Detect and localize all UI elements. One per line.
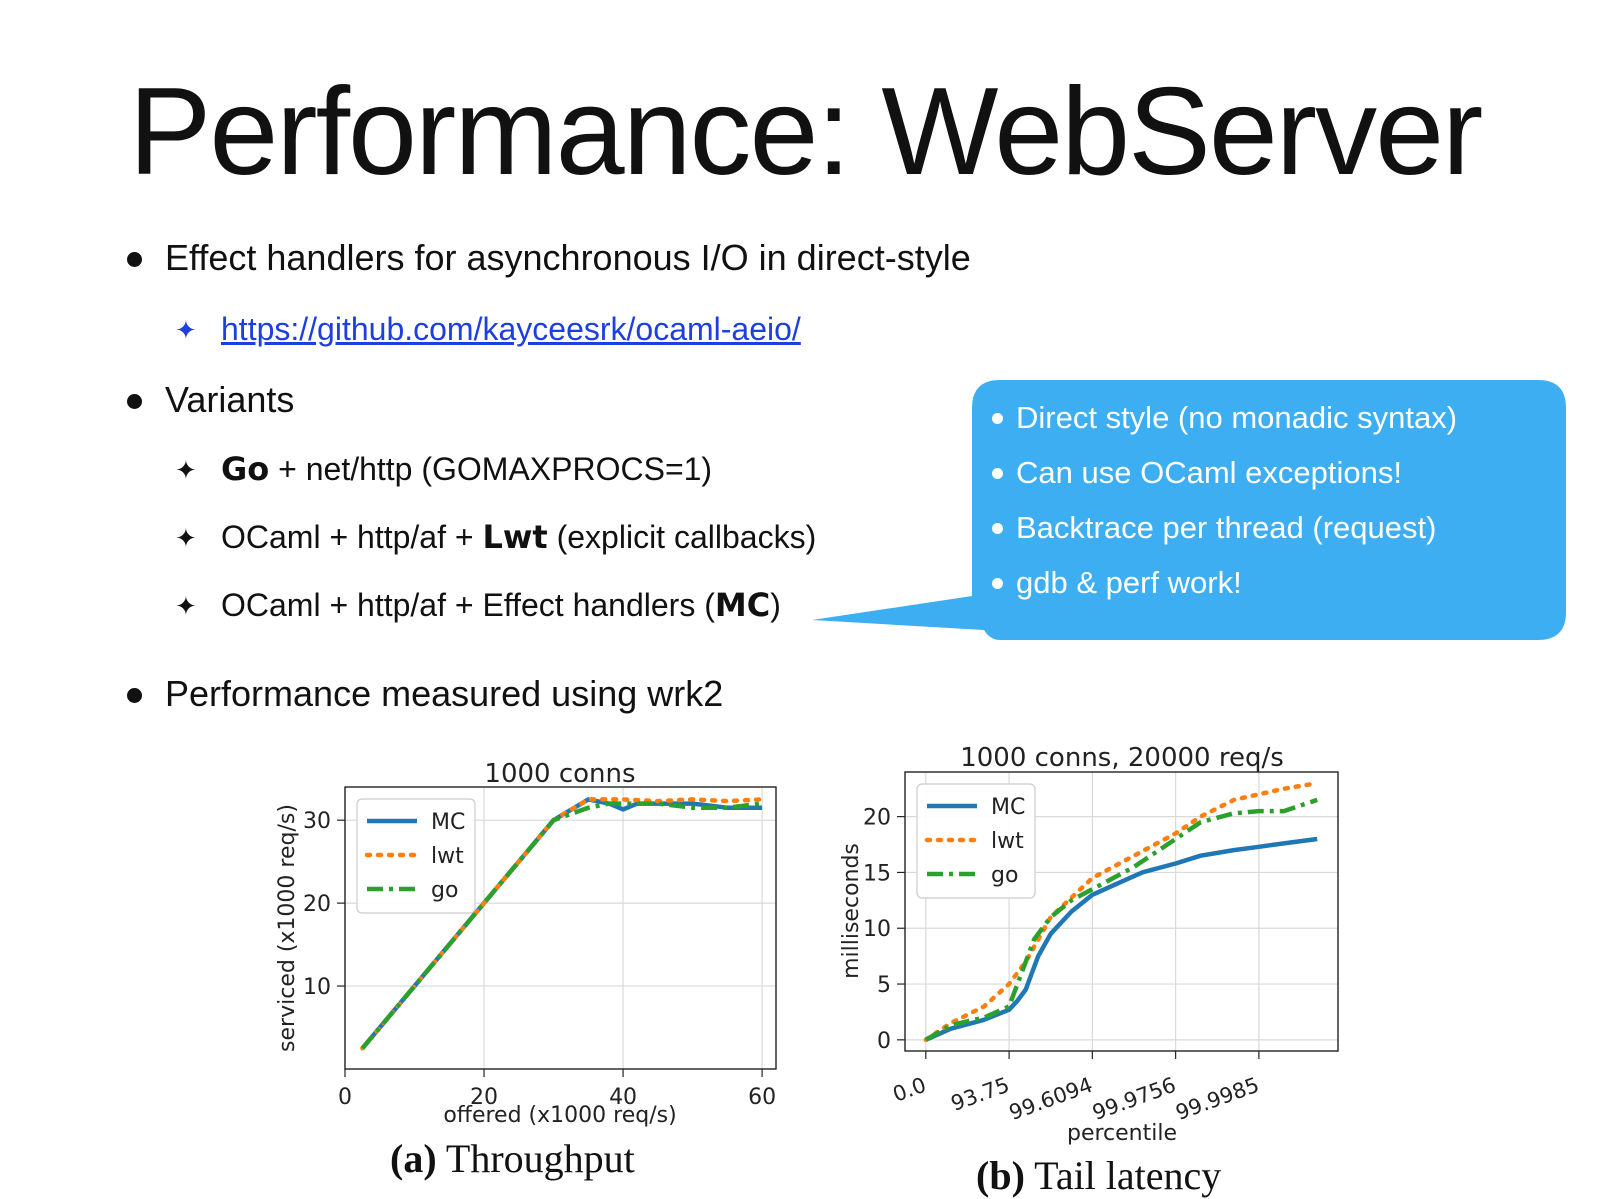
callout-item: Direct style (no monadic syntax) — [990, 402, 1457, 457]
callout-dot — [992, 578, 1003, 589]
star-bullet-icon: ✦ — [175, 591, 197, 621]
plot-frame — [344, 786, 777, 1070]
bullet-text: Variants — [165, 379, 295, 420]
caption-throughput: (a) Throughput — [390, 1135, 635, 1182]
x-tick-label: 40 — [609, 1085, 637, 1110]
repo-link[interactable]: https://github.com/kayceesrk/ocaml-aeio/ — [221, 311, 801, 347]
callout-dot — [992, 468, 1003, 479]
x-tick-label: 99.9985 — [1172, 1073, 1262, 1125]
caption-label: (a) — [390, 1136, 437, 1181]
sub-link-item: ✦ https://github.com/kayceesrk/ocaml-aei… — [175, 311, 801, 347]
callout-item-text: Can use OCaml exceptions! — [1016, 455, 1402, 490]
chart-title: 1000 conns — [484, 759, 635, 789]
bullet-dot — [127, 252, 142, 267]
bullet-variants: Variants — [127, 379, 295, 420]
bullet-wrk2: Performance measured using wrk2 — [127, 673, 724, 714]
x-axis-label: percentile — [1067, 1121, 1177, 1146]
legend-label: lwt — [431, 844, 464, 869]
bullet-text: Performance measured using wrk2 — [165, 673, 724, 714]
caption-text: Throughput — [445, 1136, 635, 1181]
star-bullet-icon: ✦ — [175, 315, 197, 345]
callout-item: Can use OCaml exceptions! — [990, 457, 1457, 512]
variant-bold: Go — [221, 450, 270, 488]
y-tick-label: 20 — [863, 806, 891, 831]
x-tick-label: 99.6094 — [1006, 1073, 1096, 1125]
bullet-dot — [127, 394, 142, 409]
callout-item: gdb & perf work! — [990, 567, 1457, 622]
callout-dot — [992, 523, 1003, 534]
variant-lwt: ✦ OCaml + http/af + Lwt (explicit callba… — [175, 518, 817, 556]
bullet-text: Effect handlers for asynchronous I/O in … — [165, 237, 971, 278]
legend-label: go — [991, 863, 1018, 888]
callout-item-text: gdb & perf work! — [1016, 565, 1242, 600]
callout-item: Backtrace per thread (request) — [990, 512, 1457, 567]
variant-bold: MC — [714, 586, 771, 624]
plot-frame — [904, 771, 1339, 1052]
y-axis-label: serviced (x1000 req/s) — [275, 804, 300, 1052]
y-tick-label: 10 — [863, 917, 891, 942]
y-tick-label: 0 — [877, 1029, 891, 1054]
callout-item-text: Direct style (no monadic syntax) — [1016, 400, 1458, 435]
x-tick-label: 20 — [470, 1085, 498, 1110]
x-tick-label: 93.75 — [948, 1073, 1013, 1116]
slide-title: Performance: WebServer — [128, 63, 1484, 201]
caption-tail-latency: (b) Tail latency — [976, 1152, 1221, 1199]
chart-title: 1000 conns, 20000 req/s — [960, 743, 1284, 773]
series-line-go — [360, 801, 763, 1050]
x-axis-label: offered (x1000 req/s) — [443, 1103, 676, 1128]
y-tick-label: 15 — [863, 861, 891, 886]
variant-text: ) — [770, 587, 781, 623]
variant-text: OCaml + http/af + — [221, 519, 483, 555]
variant-mc: ✦ OCaml + http/af + Effect handlers (MC) — [175, 586, 781, 624]
bullet-effect-handlers: Effect handlers for asynchronous I/O in … — [127, 237, 971, 278]
x-tick-label: 0.0 — [890, 1073, 930, 1107]
x-tick-label: 99.9756 — [1089, 1073, 1179, 1125]
star-bullet-icon: ✦ — [175, 523, 197, 553]
y-axis-label: milliseconds — [839, 843, 864, 979]
caption-text: Tail latency — [1034, 1153, 1222, 1198]
star-bullet-icon: ✦ — [175, 455, 197, 485]
variant-bold: Lwt — [482, 518, 548, 556]
y-tick-label: 5 — [877, 973, 891, 998]
y-tick-label: 10 — [303, 975, 331, 1000]
callout-list: Direct style (no monadic syntax) Can use… — [990, 402, 1457, 622]
variant-text: + net/http (GOMAXPROCS=1) — [269, 451, 713, 487]
y-tick-label: 30 — [303, 809, 331, 834]
series-line-lwt — [923, 780, 1320, 1043]
bullet-dot — [127, 688, 142, 703]
variant-go: ✦ Go + net/http (GOMAXPROCS=1) — [175, 450, 713, 488]
x-tick-label: 60 — [748, 1085, 776, 1110]
legend-label: MC — [991, 795, 1025, 820]
variant-text: OCaml + http/af + Effect handlers ( — [221, 587, 715, 623]
legend-label: MC — [431, 810, 465, 835]
variant-text: (explicit callbacks) — [547, 519, 817, 555]
x-tick-label: 0 — [338, 1085, 352, 1110]
legend-label: lwt — [991, 829, 1024, 854]
y-tick-label: 20 — [303, 892, 331, 917]
legend-label: go — [431, 878, 458, 903]
callout-item-text: Backtrace per thread (request) — [1016, 510, 1437, 545]
caption-label: (b) — [976, 1153, 1025, 1198]
callout-dot — [992, 413, 1003, 424]
series-line-mc — [924, 836, 1318, 1042]
